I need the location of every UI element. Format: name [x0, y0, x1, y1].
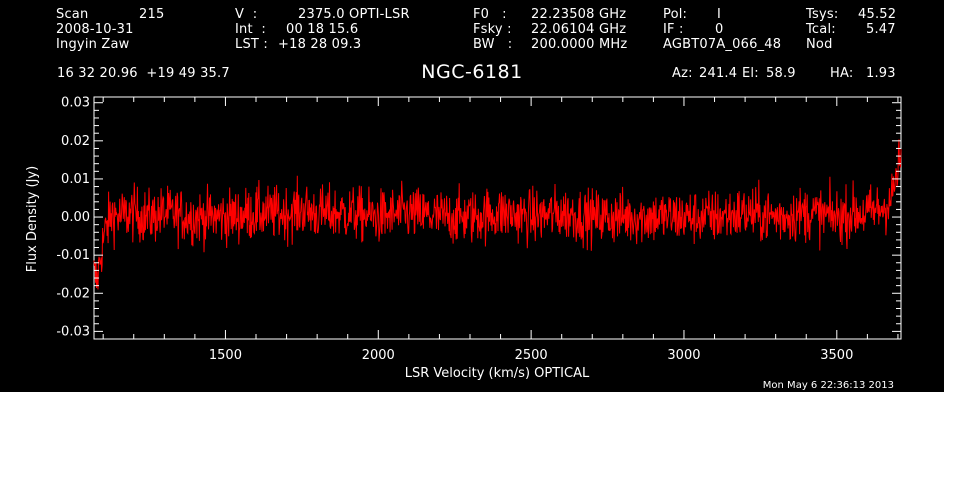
hour-angle-value: 1.93	[866, 66, 896, 81]
if-label: IF :	[663, 22, 684, 37]
bandwidth-value: 200.0000 MHz	[531, 37, 628, 52]
hour-angle-label: HA:	[830, 66, 854, 81]
integration-label: Int :	[235, 22, 267, 37]
f0-label: F0 :	[473, 7, 507, 22]
observer-name: Ingyin Zaw	[56, 37, 130, 52]
tsys-label: Tsys:	[806, 7, 839, 22]
x-tick-label: 3000	[667, 348, 700, 363]
y-tick-label: 0.00	[61, 210, 90, 225]
observing-mode: Nod	[806, 37, 833, 52]
spectrum-chart: 1500 2000 2500 3000 3500 -0.03 -0.02 -0.01 0.00 0…	[25, 96, 902, 381]
x-tick-label: 3500	[820, 348, 853, 363]
y-tick-label: -0.01	[56, 248, 90, 263]
plot-timestamp: Mon May 6 22:36:13 2013	[762, 380, 894, 391]
y-axis-label: Flux Density (Jy)	[25, 166, 40, 272]
y-tick-label: 0.03	[61, 96, 90, 111]
f0-value: 22.23508 GHz	[531, 7, 627, 22]
y-tick-label: -0.03	[56, 324, 90, 339]
plot-frame	[93, 96, 902, 340]
series-layer	[93, 139, 902, 290]
azimuth-value: 241.4	[699, 66, 738, 81]
source-coordinates: 16 32 20.96 +19 49 35.7	[57, 66, 230, 81]
fsky-value: 22.06104 GHz	[531, 22, 627, 37]
tcal-label: Tcal:	[806, 22, 836, 37]
spectrum-series-line	[93, 139, 902, 290]
tick-layer: 1500 2000 2500 3000 3500 -0.03 -0.02 -0.01 0.00 0…	[56, 96, 901, 363]
y-tick-label: 0.01	[61, 172, 90, 187]
azimuth-label: Az:	[672, 66, 693, 81]
y-tick-label: -0.02	[56, 286, 90, 301]
if-value: 0	[715, 22, 724, 37]
integration-value: 00 18 15.6	[286, 22, 359, 37]
x-tick-label: 1500	[209, 348, 242, 363]
scan-label: Scan	[56, 7, 89, 22]
x-tick-label: 2000	[362, 348, 395, 363]
tcal-value: 5.47	[866, 22, 896, 37]
tsys-value: 45.52	[858, 7, 897, 22]
elevation-label: El:	[742, 66, 759, 81]
y-tick-label: 0.02	[61, 134, 90, 149]
bandwidth-label: BW :	[473, 37, 513, 52]
x-axis-label: LSR Velocity (km/s) OPTICAL	[405, 366, 590, 381]
observation-date: 2008-10-31	[56, 22, 134, 37]
fsky-label: Fsky :	[473, 22, 512, 37]
lst-value: +18 28 09.3	[278, 37, 362, 52]
polarization-label: Pol:	[663, 7, 688, 22]
polarization-value: I	[717, 7, 722, 22]
lst-label: LST :	[235, 37, 268, 52]
x-tick-label: 2500	[515, 348, 548, 363]
elevation-value: 58.9	[766, 66, 796, 81]
scan-value: 215	[139, 7, 165, 22]
velocity-label: V :	[235, 7, 258, 22]
velocity-value: 2375.0 OPTI-LSR	[298, 7, 410, 22]
chart-title: NGC-6181	[421, 61, 523, 83]
spectrum-plot-window: Scan 215 2008-10-31 Ingyin Zaw V : 2375.…	[0, 0, 944, 392]
project-id: AGBT07A_066_48	[663, 37, 782, 52]
